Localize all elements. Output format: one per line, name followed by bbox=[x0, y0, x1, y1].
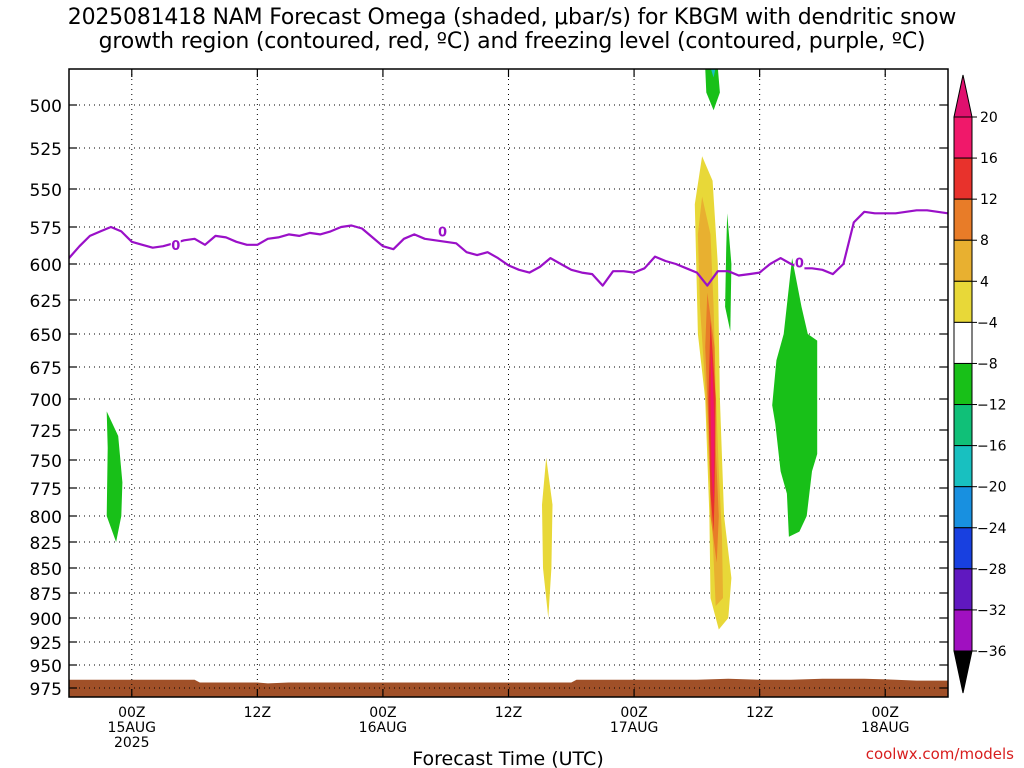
y-tick-label: 875 bbox=[30, 585, 62, 605]
y-tick-label: 700 bbox=[30, 391, 62, 411]
colorbar-label: 8 bbox=[980, 233, 989, 249]
colorbar-segment bbox=[953, 116, 973, 159]
colorbar-label: −20 bbox=[977, 480, 1007, 496]
terrain-group bbox=[69, 678, 948, 697]
colorbar-segment bbox=[953, 239, 973, 282]
colorbar-segment bbox=[953, 527, 973, 570]
x-tick-label: 00Z bbox=[118, 705, 145, 721]
colorbar-label: −16 bbox=[977, 439, 1007, 455]
y-tick-label: 900 bbox=[30, 610, 62, 630]
omega-region bbox=[542, 457, 553, 618]
x-tick-label: 00Z bbox=[872, 705, 899, 721]
y-tick-label: 725 bbox=[30, 422, 62, 442]
y-tick-label: 550 bbox=[30, 181, 62, 201]
y-tick-label: 575 bbox=[30, 219, 62, 239]
x-tick-label: 15AUG bbox=[108, 720, 157, 736]
colorbar-segment bbox=[953, 157, 973, 200]
y-tick-label: 650 bbox=[30, 326, 62, 346]
y-tick-label: 625 bbox=[30, 292, 62, 312]
y-tick-label: 925 bbox=[30, 634, 62, 654]
y-tick-label: 525 bbox=[30, 140, 62, 160]
colorbar-top-arrow bbox=[953, 74, 973, 118]
colorbar-label: 20 bbox=[980, 110, 998, 126]
x-tick-label: 12Z bbox=[244, 705, 271, 721]
colorbar-label: 4 bbox=[980, 274, 989, 290]
y-tick-label: 775 bbox=[30, 480, 62, 500]
colorbar-segment bbox=[953, 280, 973, 323]
colorbar-label: −8 bbox=[977, 356, 998, 372]
y-tick-label: 800 bbox=[30, 508, 62, 528]
colorbar-label: −4 bbox=[977, 315, 998, 331]
omega-region bbox=[106, 411, 123, 542]
x-axis-label: Forecast Time (UTC) bbox=[412, 748, 603, 768]
omega-region bbox=[705, 69, 720, 111]
chart-title: 2025081418 NAM Forecast Omega (shaded, μ… bbox=[0, 6, 1024, 54]
y-tick-label: 500 bbox=[30, 97, 62, 117]
omega-shading bbox=[106, 69, 818, 630]
colorbar-segment bbox=[953, 568, 973, 611]
y-tick-label: 975 bbox=[30, 680, 62, 700]
chart-title-line-1: 2025081418 NAM Forecast Omega (shaded, μ… bbox=[67, 5, 957, 30]
omega-region bbox=[710, 347, 715, 505]
colorbar-label: −24 bbox=[977, 521, 1007, 537]
chart-title-line-2: growth region (contoured, red, ºC) and f… bbox=[98, 29, 926, 54]
colorbar-label: −36 bbox=[977, 644, 1007, 660]
colorbar-label: 12 bbox=[980, 192, 998, 208]
freezing-level-label-bg bbox=[170, 237, 181, 252]
colorbar-segment bbox=[953, 404, 973, 447]
y-tick-label: 600 bbox=[30, 256, 62, 276]
colorbar-bottom-arrow bbox=[953, 650, 973, 694]
y-tick-label: 825 bbox=[30, 534, 62, 554]
freezing-level-label: 0 bbox=[171, 239, 180, 254]
x-tick-label: 17AUG bbox=[610, 720, 659, 736]
y-tick-label: 750 bbox=[30, 452, 62, 472]
freezing-level-label-bg bbox=[794, 255, 805, 270]
colorbar-label: −28 bbox=[977, 562, 1007, 578]
colorbar-segment bbox=[953, 486, 973, 529]
freezing-level-label-bg bbox=[437, 224, 448, 239]
x-tick-label: 16AUG bbox=[359, 720, 408, 736]
x-tick-label: 18AUG bbox=[861, 720, 910, 736]
x-tick-label: 00Z bbox=[369, 705, 396, 721]
omega-region bbox=[710, 69, 716, 78]
colorbar-segment bbox=[953, 321, 973, 364]
terrain-fill bbox=[69, 678, 948, 697]
colorbar-label: −12 bbox=[977, 398, 1007, 414]
y-tick-label: 675 bbox=[30, 359, 62, 379]
x-tick-label: 00Z bbox=[620, 705, 647, 721]
freezing-level-label: 0 bbox=[795, 257, 804, 272]
x-tick-label: 12Z bbox=[495, 705, 522, 721]
omega-region bbox=[772, 258, 818, 537]
colorbar-label: −32 bbox=[977, 603, 1007, 619]
y-tick-label: 850 bbox=[30, 560, 62, 580]
colorbar-label: 16 bbox=[980, 151, 998, 167]
x-tick-label: 12Z bbox=[746, 705, 773, 721]
y-tick-label: 950 bbox=[30, 657, 62, 677]
colorbar-segment bbox=[953, 445, 973, 488]
colorbar-segment bbox=[953, 198, 973, 241]
credit-text[interactable]: coolwx.com/models bbox=[865, 745, 1014, 763]
x-tick-label: 2025 bbox=[114, 735, 150, 751]
colorbar-segment bbox=[953, 609, 973, 652]
colorbar-segment bbox=[953, 362, 973, 406]
freezing-level-label: 0 bbox=[438, 225, 447, 240]
